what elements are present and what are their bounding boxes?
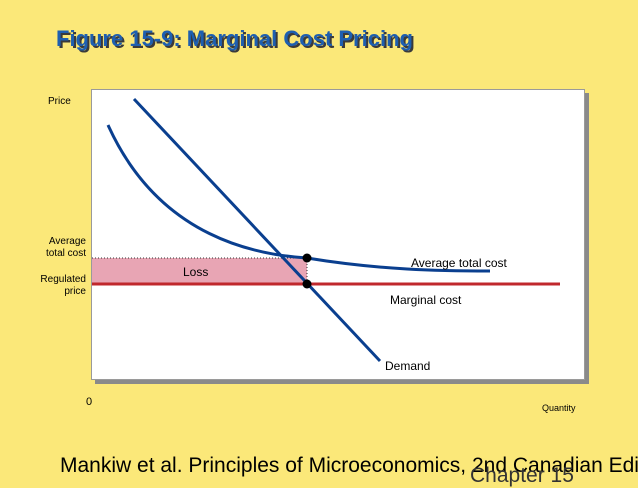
- loss-region: [92, 258, 307, 284]
- x-axis-label: Quantity: [542, 403, 576, 413]
- regulated-price-tick: Regulated price: [40, 274, 86, 297]
- marginal-cost-label: Marginal cost: [390, 293, 462, 307]
- page-title: Figure 15-9: Marginal Cost Pricing: [56, 26, 413, 51]
- loss-label: Loss: [183, 265, 209, 279]
- average-total-cost-curve: [106, 124, 491, 273]
- average-total-cost-tick: Average total cost: [45, 236, 86, 259]
- demand-label: Demand: [385, 359, 431, 373]
- average-cost-point: [302, 253, 312, 263]
- origin-label: 0: [86, 396, 93, 408]
- average-total-cost-label: Average total cost: [411, 256, 507, 270]
- demand-curve: [132, 97, 382, 363]
- marginal-cost-point: [302, 279, 312, 289]
- footer-citation: Mankiw et al. Principles of Microeconomi…: [60, 454, 638, 477]
- y-axis-label: Price: [48, 96, 71, 107]
- footer-chapter-overlap: Chapter 15: [470, 464, 574, 487]
- plot-area: [91, 89, 585, 380]
